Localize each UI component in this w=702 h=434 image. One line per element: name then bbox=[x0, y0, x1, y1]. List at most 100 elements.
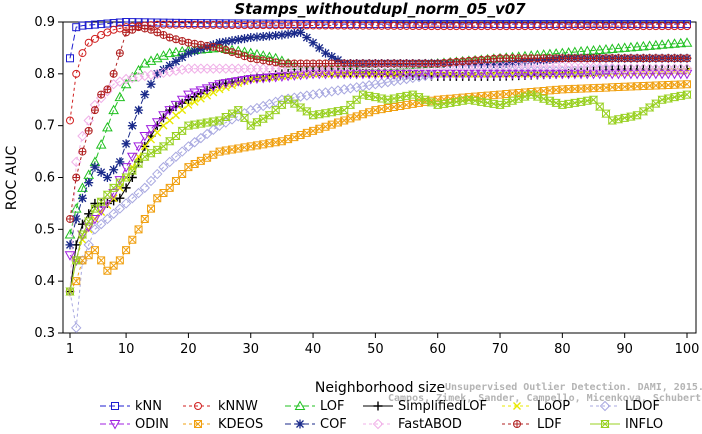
data-point bbox=[115, 193, 125, 203]
data-point bbox=[71, 256, 81, 265]
data-point bbox=[140, 24, 149, 33]
legend-label: LDOF bbox=[625, 399, 660, 414]
data-point bbox=[656, 69, 668, 80]
data-point bbox=[258, 32, 268, 42]
data-point bbox=[252, 32, 262, 42]
data-point bbox=[83, 239, 94, 251]
data-point bbox=[90, 204, 100, 213]
series-knnw bbox=[66, 20, 691, 125]
data-point bbox=[333, 21, 342, 30]
legend-marker bbox=[111, 402, 119, 410]
data-point bbox=[221, 20, 230, 29]
data-point bbox=[139, 132, 151, 142]
data-point bbox=[332, 85, 344, 96]
data-point bbox=[232, 77, 244, 87]
data-point bbox=[601, 54, 610, 63]
data-point bbox=[613, 42, 624, 53]
data-point bbox=[214, 80, 225, 90]
data-point bbox=[595, 102, 605, 111]
data-point bbox=[415, 22, 424, 31]
data-point bbox=[345, 83, 356, 94]
data-point bbox=[545, 22, 554, 31]
data-point bbox=[164, 156, 175, 168]
data-point bbox=[95, 139, 107, 149]
data-point bbox=[72, 173, 81, 182]
data-point bbox=[134, 23, 143, 32]
data-point bbox=[152, 168, 163, 180]
data-point bbox=[83, 115, 94, 126]
data-point bbox=[120, 198, 132, 209]
data-point bbox=[115, 18, 124, 27]
data-point bbox=[527, 22, 536, 31]
data-point bbox=[439, 22, 448, 31]
data-point bbox=[77, 193, 87, 203]
data-point bbox=[433, 22, 442, 31]
data-point bbox=[109, 69, 118, 78]
data-point bbox=[90, 34, 99, 43]
data-point bbox=[153, 128, 162, 137]
data-point bbox=[570, 22, 579, 31]
data-point bbox=[588, 69, 599, 80]
x-tick-label: 20 bbox=[180, 342, 197, 357]
data-point bbox=[289, 71, 300, 81]
data-point bbox=[246, 33, 256, 43]
data-point bbox=[401, 73, 412, 85]
data-point bbox=[352, 21, 361, 30]
data-point bbox=[308, 38, 318, 48]
data-point bbox=[120, 73, 132, 85]
data-point bbox=[277, 30, 287, 40]
data-point bbox=[108, 208, 119, 219]
data-point bbox=[196, 94, 205, 103]
data-point bbox=[502, 22, 511, 31]
data-point bbox=[264, 73, 275, 83]
data-point bbox=[320, 69, 331, 80]
data-point bbox=[314, 88, 325, 99]
data-point bbox=[103, 85, 112, 94]
data-point bbox=[122, 18, 131, 26]
data-point bbox=[183, 90, 194, 101]
data-point bbox=[644, 40, 655, 50]
data-point bbox=[452, 22, 461, 31]
data-point bbox=[233, 106, 243, 115]
y-tick-label: 0.8 bbox=[34, 67, 55, 82]
data-point bbox=[120, 78, 132, 89]
data-point bbox=[96, 197, 106, 206]
x-tick-label: 100 bbox=[675, 342, 700, 357]
data-point bbox=[645, 22, 654, 31]
data-point bbox=[313, 69, 325, 80]
legend-item: FastABOD bbox=[363, 417, 462, 432]
data-point bbox=[301, 70, 313, 80]
legend-marker bbox=[194, 402, 202, 410]
data-point bbox=[165, 61, 175, 71]
data-point bbox=[128, 18, 137, 27]
legend-label: INFLO bbox=[625, 417, 663, 432]
series-inflo bbox=[65, 90, 692, 296]
data-point bbox=[633, 54, 642, 63]
legend-marker bbox=[513, 420, 522, 428]
data-point bbox=[283, 29, 293, 39]
legend-label: kNN bbox=[135, 399, 162, 414]
data-point bbox=[170, 65, 182, 76]
data-point bbox=[638, 40, 649, 51]
data-point bbox=[471, 22, 480, 31]
data-point bbox=[215, 38, 225, 48]
data-point bbox=[95, 218, 107, 230]
data-point bbox=[382, 76, 394, 88]
data-point bbox=[147, 135, 156, 144]
data-point bbox=[271, 21, 280, 30]
data-point bbox=[327, 52, 337, 62]
data-point bbox=[595, 54, 604, 63]
data-point bbox=[122, 246, 131, 255]
data-point bbox=[315, 21, 324, 30]
data-point bbox=[346, 21, 355, 30]
data-point bbox=[396, 21, 405, 30]
legend-marker bbox=[109, 420, 121, 430]
data-point bbox=[309, 21, 318, 30]
data-point bbox=[83, 217, 94, 226]
data-point bbox=[625, 69, 637, 80]
data-point bbox=[363, 80, 375, 91]
data-point bbox=[64, 251, 76, 261]
legend-label: KDEOS bbox=[218, 417, 263, 432]
data-point bbox=[90, 246, 99, 255]
citation-line-2: Campos, Zimek, Sander, Campello, Micenko… bbox=[388, 392, 702, 404]
